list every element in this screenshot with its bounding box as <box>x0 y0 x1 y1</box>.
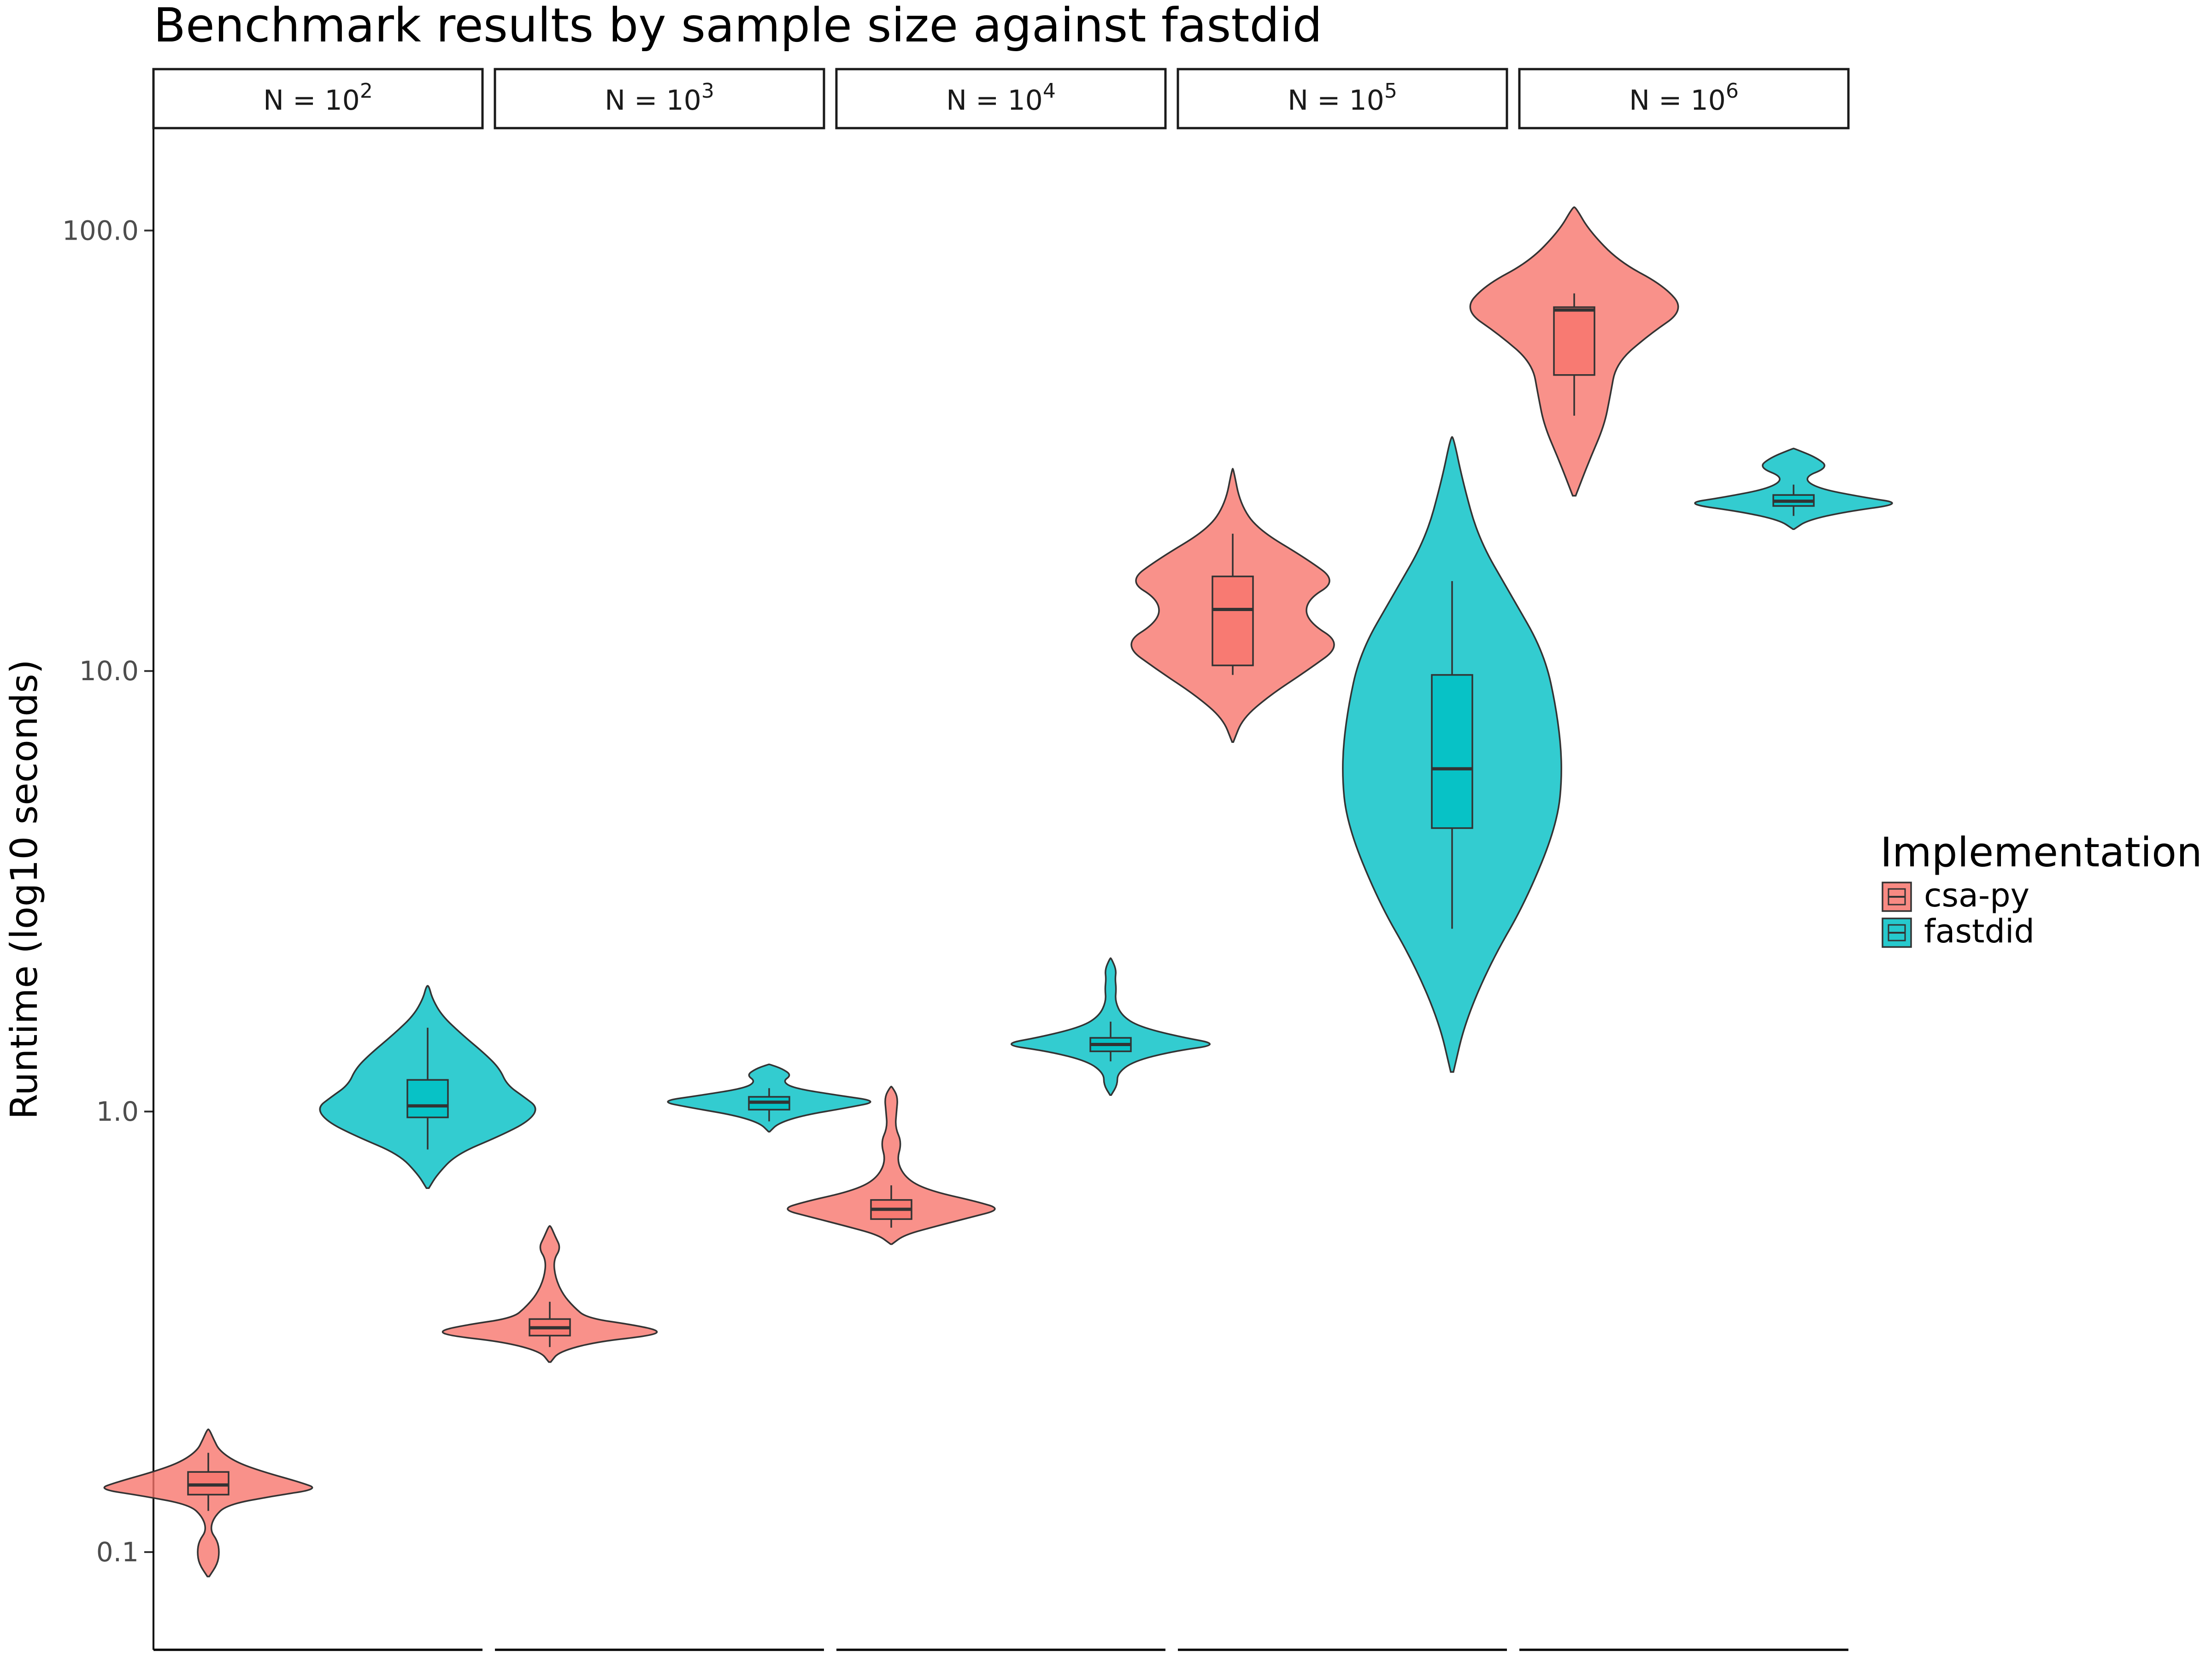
violin-csa-py <box>787 1085 996 1245</box>
chart-title: Benchmark results by sample size against… <box>153 0 1322 53</box>
box-fastdid <box>1431 674 1473 829</box>
y-tick-label: 1.0 <box>96 1096 139 1127</box>
violin-group-csa-py <box>441 1225 658 1363</box>
violin-group-fastdid <box>1694 447 1893 530</box>
y-tick-label: 0.1 <box>96 1536 139 1568</box>
box-csa-py <box>1553 306 1595 376</box>
facet-strip-label: N = 104 <box>946 79 1056 117</box>
legend-item-csa-py: csa-py <box>1882 877 2030 914</box>
violin-group-fastdid <box>1011 957 1211 1096</box>
facet-strip-label: N = 105 <box>1288 79 1397 117</box>
facet-strip-label: N = 106 <box>1629 79 1739 117</box>
y-axis-title: Runtime (log10 seconds) <box>3 659 46 1119</box>
y-tick-label: 100.0 <box>62 215 139 246</box>
box-fastdid <box>406 1079 449 1118</box>
violin-csa-py <box>441 1225 658 1363</box>
violin-group-fastdid <box>319 985 536 1189</box>
facet-strip <box>1177 68 1508 129</box>
legend-title: Implementation <box>1880 829 2202 876</box>
box-csa-py <box>187 1471 229 1496</box>
facet-panel: N = 102 <box>103 68 536 1651</box>
facet-panels: N = 102 N = 103 N = 104 N = 105 N = 106 <box>103 68 1893 1651</box>
legend-label: csa-py <box>1924 877 2030 914</box>
facet-strip-label: N = 102 <box>263 79 373 117</box>
y-tick-label: 10.0 <box>79 655 139 687</box>
legend-label: fastdid <box>1924 912 2035 950</box>
facet-strip <box>1518 68 1850 129</box>
legend-item-fastdid: fastdid <box>1882 912 2035 950</box>
box-csa-py <box>1212 576 1254 666</box>
facet-panel: N = 106 <box>1469 68 1893 1651</box>
violin-group-fastdid <box>1342 436 1562 1073</box>
violin-group-csa-py <box>1469 206 1679 497</box>
facet-strip <box>152 68 484 129</box>
facet-strip-label: N = 103 <box>605 79 714 117</box>
violin-group-csa-py <box>1130 468 1335 743</box>
facet-panel: N = 104 <box>787 68 1211 1651</box>
violin-group-fastdid <box>667 1063 871 1133</box>
facet-strip <box>494 68 825 129</box>
facet-panel: N = 103 <box>441 68 871 1651</box>
facet-panel: N = 105 <box>1130 68 1562 1651</box>
violin-group-csa-py <box>103 1428 313 1577</box>
legend-key <box>1882 918 1912 948</box>
facet-strip <box>835 68 1167 129</box>
violin-group-csa-py <box>787 1085 996 1245</box>
y-axis: 0.1 1.0 10.0 100.0 <box>62 129 154 1650</box>
